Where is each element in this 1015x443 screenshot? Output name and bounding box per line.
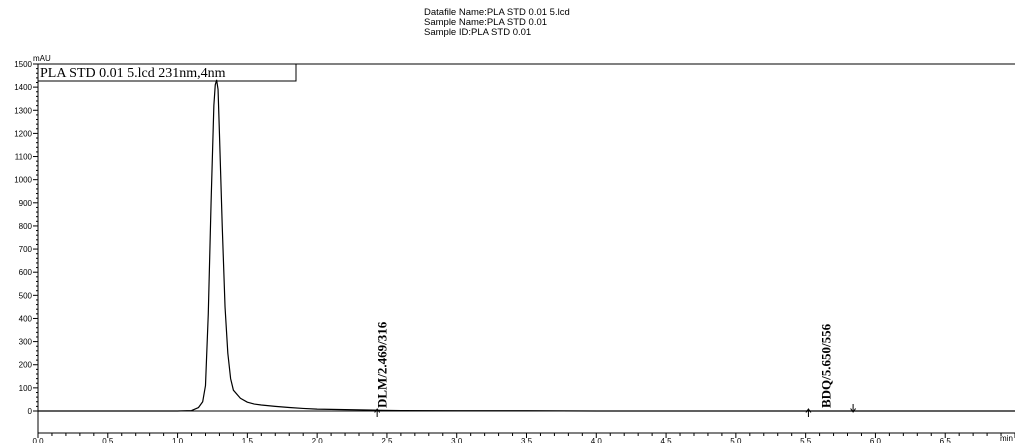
x-tick-label: 6.5 <box>940 437 952 443</box>
peak-annotations: DLM/2.469/316 BDQ/5.650/556 <box>374 321 857 417</box>
signal-trace <box>38 79 1015 412</box>
legend-box: PLA STD 0.01 5.lcd 231nm,4nm <box>37 63 297 82</box>
integration-mark-head <box>805 408 812 413</box>
y-tick-label: 100 <box>19 384 33 393</box>
peak-label: BDQ/5.650/556 <box>819 323 834 408</box>
y-tick-label: 400 <box>19 314 33 323</box>
legend-label: PLA STD 0.01 5.lcd 231nm,4nm <box>40 66 226 81</box>
integration-mark-head <box>374 408 381 413</box>
x-tick-label: 0.0 <box>32 437 44 443</box>
integration-mark <box>850 404 857 413</box>
x-tick-label: 5.5 <box>800 437 812 443</box>
y-axis-unit-label: mAU <box>33 54 51 63</box>
datafile-name-text: Datafile Name:PLA STD 0.01 5.lcd <box>424 7 570 18</box>
x-axis-unit-label: min <box>1000 434 1013 443</box>
x-tick-label: 6.0 <box>870 437 882 443</box>
peak-label: DLM/2.469/316 <box>375 321 390 408</box>
y-tick-label: 900 <box>19 199 33 208</box>
plot-area <box>38 79 1015 412</box>
x-tick-label: 3.5 <box>521 437 533 443</box>
x-axis-ticks: 0.0 0.5 1.0 1.5 2.0 2.5 3.0 3.5 4.0 4.5 5.0 5.5 6.0 6… <box>32 433 1015 443</box>
y-tick-label: 1500 <box>14 60 32 69</box>
x-tick-label: 2.5 <box>381 437 393 443</box>
x-tick-label: 4.5 <box>661 437 673 443</box>
x-tick-label: 1.0 <box>172 437 184 443</box>
y-tick-label: 300 <box>19 338 33 347</box>
sample-name-text: Sample Name:PLA STD 0.01 <box>424 17 547 28</box>
integration-mark-head <box>850 408 857 413</box>
x-tick-label: 2.0 <box>312 437 324 443</box>
integration-mark <box>374 408 381 417</box>
y-tick-label: 1100 <box>15 153 33 162</box>
y-tick-label: 1400 <box>14 83 32 92</box>
y-tick-label: 200 <box>19 361 33 370</box>
y-tick-label: 1200 <box>14 129 32 138</box>
y-tick-label: 0 <box>28 407 33 416</box>
y-tick-label: 700 <box>19 245 33 254</box>
x-tick-label: 0.5 <box>102 437 114 443</box>
x-tick-label: 1.5 <box>242 437 254 443</box>
x-tick-label: 4.0 <box>591 437 603 443</box>
y-tick-label: 1000 <box>14 176 32 185</box>
sample-id-text: Sample ID:PLA STD 0.01 <box>424 27 531 38</box>
y-tick-label: 1300 <box>14 106 32 115</box>
integration-mark <box>805 408 812 417</box>
y-tick-label: 500 <box>19 291 33 300</box>
y-tick-label: 600 <box>19 268 33 277</box>
y-tick-label: 800 <box>19 222 33 231</box>
x-tick-label: 5.0 <box>730 437 742 443</box>
x-tick-label: 3.0 <box>451 437 463 443</box>
y-axis-ticks: 0 100 200 300 400 500 600 700 800 900 1000 1100 1200… <box>14 60 38 416</box>
legend-border <box>37 63 297 82</box>
